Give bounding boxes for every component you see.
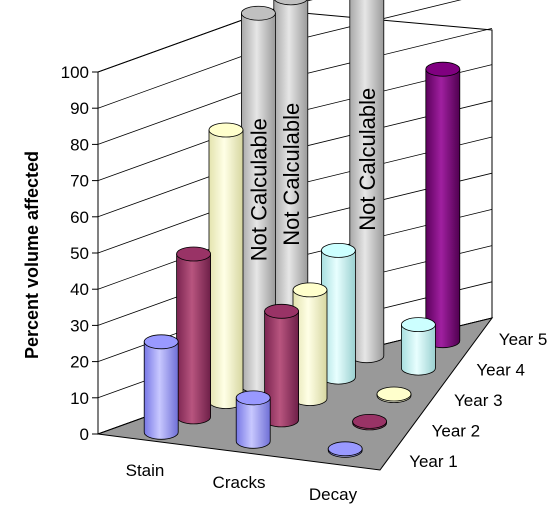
bars — [143, 0, 461, 458]
bar — [327, 441, 363, 458]
bar-body — [401, 324, 436, 376]
bar — [400, 317, 436, 376]
series-label: Year 3 — [454, 391, 503, 410]
y-tick-label: 40 — [70, 280, 89, 299]
bar — [143, 334, 179, 440]
not-calculable-label: Not Calculable — [246, 118, 271, 261]
bar-top — [143, 334, 179, 350]
y-tick-label: 20 — [70, 353, 89, 372]
y-tick-label: 0 — [80, 425, 89, 444]
bar-top — [327, 441, 363, 457]
bar-body — [176, 253, 211, 425]
y-tick-label: 70 — [70, 172, 89, 191]
bar — [292, 282, 328, 406]
y-axis-ticks: 0 10 20 30 40 50 60 70 80 90 100 — [61, 63, 98, 444]
bar-body — [143, 341, 179, 440]
y-tick-label: 80 — [70, 135, 89, 154]
category-label: Cracks — [213, 473, 266, 492]
y-tick-label: 100 — [61, 63, 89, 82]
bar — [376, 386, 412, 403]
bar — [425, 61, 461, 349]
not-calculable-labels: Not Calculable Not Calculable Not Calculab… — [246, 88, 379, 261]
bar-top — [264, 303, 300, 319]
bar-top — [352, 413, 388, 429]
bar-top — [320, 242, 356, 258]
bar-body — [235, 397, 271, 449]
bar — [320, 242, 356, 385]
y-tick-label: 30 — [70, 316, 89, 335]
bar — [176, 246, 212, 425]
series-axis-labels: Year 1 Year 2 Year 3 Year 4 Year 5 — [409, 330, 547, 471]
series-label: Year 5 — [499, 330, 548, 349]
bar-top — [400, 317, 436, 333]
bar-top — [292, 282, 328, 298]
bar — [208, 122, 244, 409]
series-label: Year 4 — [476, 361, 525, 380]
bar-body — [208, 129, 244, 409]
bar-top — [240, 5, 276, 21]
category-label: Stain — [126, 461, 165, 480]
bar-top — [274, 0, 308, 6]
y-axis-title: Percent volume affected — [22, 151, 42, 359]
series-label: Year 2 — [432, 421, 481, 440]
bar-top — [235, 390, 271, 406]
bar-body — [425, 68, 461, 349]
bar — [352, 413, 388, 431]
y-tick-label: 10 — [70, 389, 89, 408]
series-label: Year 1 — [409, 452, 458, 471]
bar-top — [425, 61, 461, 77]
bar-top — [376, 386, 412, 402]
bar — [235, 390, 271, 449]
not-calculable-label: Not Calculable — [279, 103, 304, 246]
y-tick-label: 90 — [70, 99, 89, 118]
y-tick-label: 50 — [70, 244, 89, 263]
bar-top — [208, 122, 244, 138]
not-calculable-label: Not Calculable — [355, 88, 380, 231]
bar-top — [176, 246, 212, 262]
category-axis-labels: Stain Cracks Decay — [126, 461, 358, 504]
y-tick-label: 60 — [70, 208, 89, 227]
category-label: Decay — [309, 485, 358, 504]
